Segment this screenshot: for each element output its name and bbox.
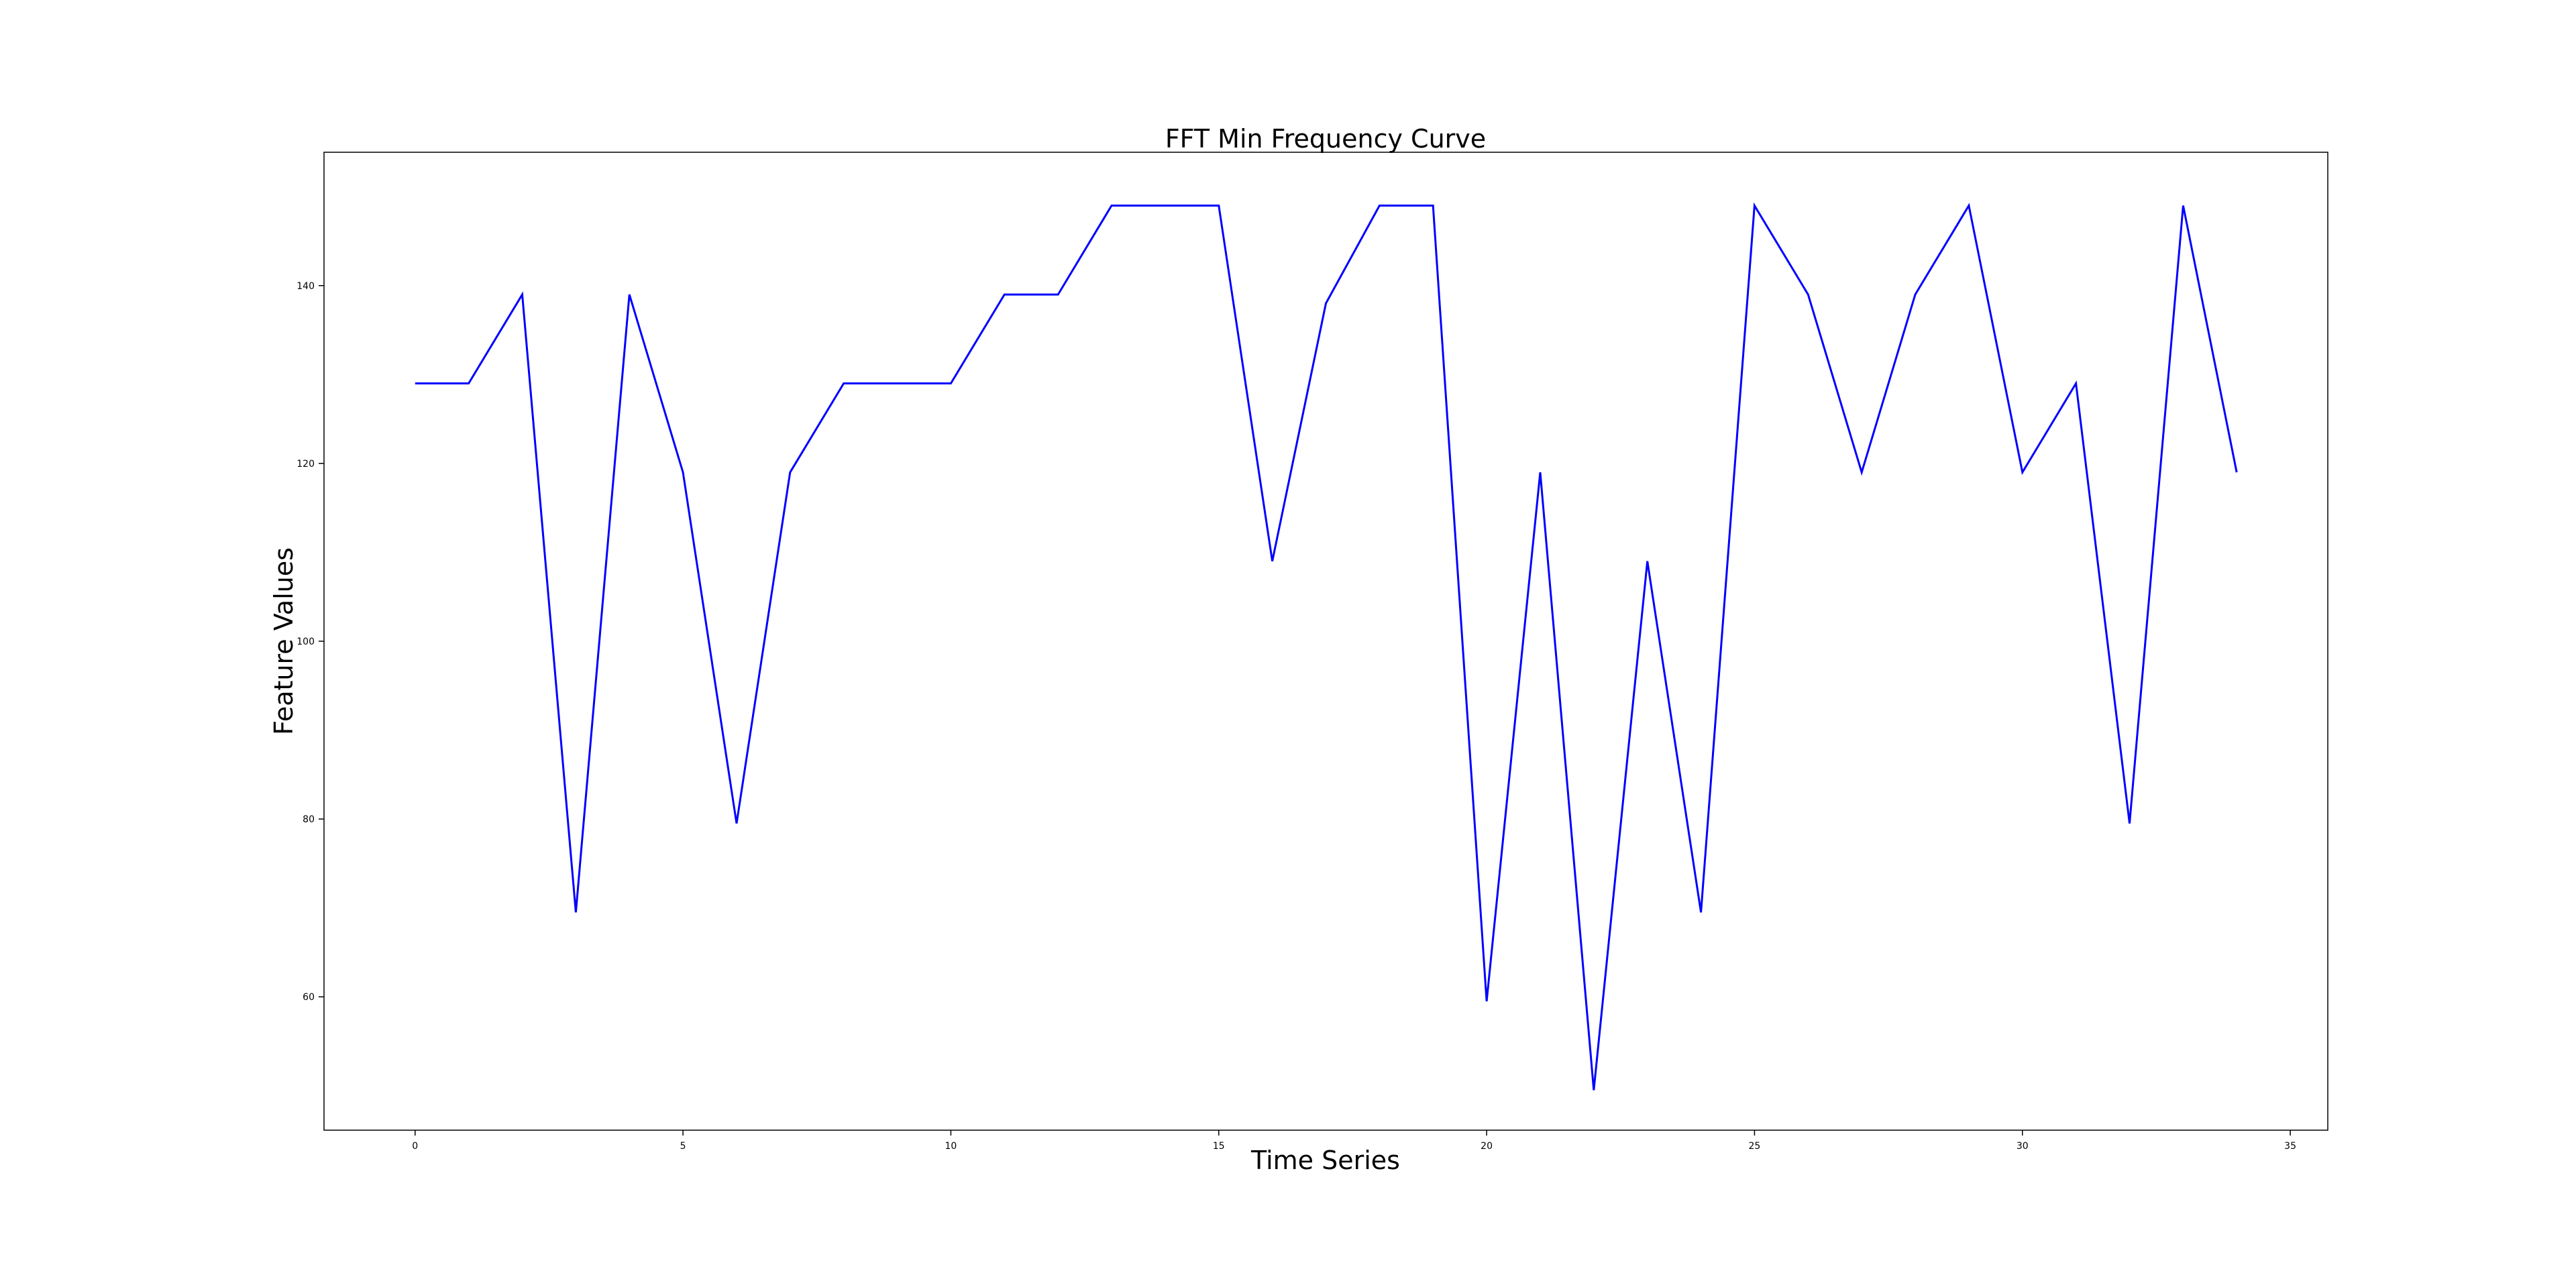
chart-title: FFT Min Frequency Curve (1165, 124, 1486, 154)
plot-area (323, 152, 2328, 1131)
x-tick-label: 25 (1749, 1141, 1761, 1152)
x-tick-label: 30 (2017, 1141, 2029, 1152)
y-axis-label: Feature Values (269, 547, 299, 735)
y-tick-label: 100 (297, 637, 315, 647)
x-tick-label: 5 (680, 1141, 686, 1152)
x-tick-label: 10 (945, 1141, 957, 1152)
series-line (415, 202, 2238, 1091)
y-axis: 60 80 100 120 140 (297, 281, 324, 1003)
x-axis: 0 5 10 15 20 25 30 35 (412, 1130, 2296, 1152)
x-tick-label: 35 (2284, 1141, 2296, 1152)
x-axis-label: Time Series (1250, 1146, 1400, 1175)
x-tick-label: 0 (412, 1141, 418, 1152)
y-tick-label: 80 (303, 814, 315, 825)
y-tick-label: 140 (297, 281, 315, 292)
y-tick-label: 120 (297, 459, 315, 470)
x-tick-label: 15 (1213, 1141, 1225, 1152)
x-tick-label: 20 (1481, 1141, 1493, 1152)
y-tick-label: 60 (303, 992, 315, 1003)
